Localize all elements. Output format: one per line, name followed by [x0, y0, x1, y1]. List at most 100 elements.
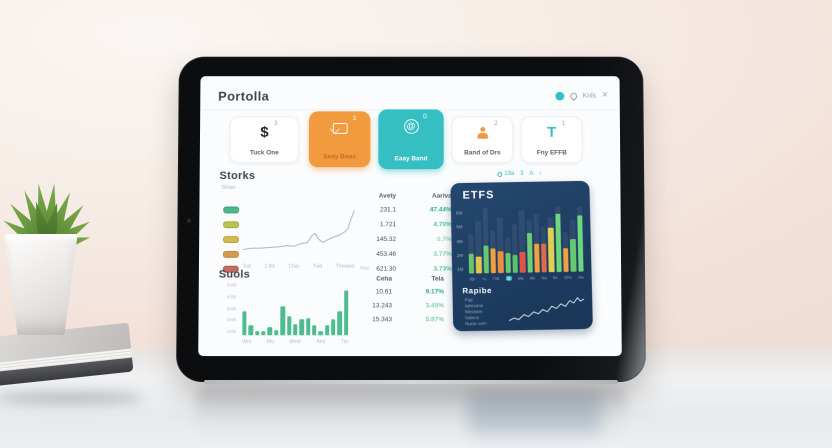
- plant-pot: [4, 234, 78, 335]
- chart-bar: [331, 319, 336, 336]
- axis-label: Char: [288, 263, 300, 270]
- chart-bar: [324, 325, 330, 336]
- chart-bar: [555, 213, 562, 273]
- suols-row[interactable]: 15.343 5.87%: [348, 312, 444, 326]
- column-header-value: Avety: [378, 192, 397, 200]
- pin-icon[interactable]: [568, 90, 579, 101]
- axis-label: 1M: [456, 266, 464, 272]
- summary-card-fny-effb[interactable]: 1 Fny EFFB: [520, 116, 583, 164]
- suols-change: 5.87%: [425, 315, 444, 323]
- avatar[interactable]: [554, 91, 564, 101]
- summary-card-eaay-band[interactable]: G Eaay Band: [378, 109, 444, 170]
- chart-bar: [261, 330, 266, 336]
- card-label: Band of Drs: [464, 149, 501, 157]
- stock-row[interactable]: 1.721 4.70%: [223, 217, 452, 232]
- tablet-reflection: [196, 386, 626, 444]
- card-label: Seay Boas: [323, 153, 356, 161]
- suols-row[interactable]: 13.243 3.45%: [348, 298, 444, 312]
- suols-value: 13.243: [372, 301, 393, 309]
- summary-card-band-of-drs[interactable]: 2 Band of Drs: [451, 116, 514, 164]
- card-label: Eaay Band: [394, 155, 428, 163]
- axis-label: 1 Bd: [264, 263, 275, 270]
- stock-row[interactable]: 231.1 47.44%: [223, 203, 452, 218]
- close-icon[interactable]: ×: [601, 89, 608, 101]
- suols-x-axis: Wm Mu Mmd Aml Tm: [242, 339, 348, 345]
- chart-bar: [468, 253, 475, 274]
- axis-label: 300k: [226, 305, 237, 311]
- etfs-x-axis: 3Br Tu 736 Jk Ma Me Na 84 10% Ma: [469, 275, 584, 282]
- etfs-sub-title: Rapibe: [462, 286, 493, 296]
- stock-change: 47.44%: [429, 206, 452, 214]
- chart-bar: [254, 330, 260, 336]
- suols-row[interactable]: 10.61 9.17%: [348, 285, 444, 299]
- axis-label: 84: [552, 275, 558, 281]
- stock-change: 0.7%: [437, 236, 452, 244]
- axis-label: Na: [541, 275, 547, 281]
- chart-bar: [497, 250, 504, 274]
- panel-reflection: [468, 390, 602, 434]
- axis-label: 10%: [563, 274, 572, 280]
- suols-table-header: Ceha Tela: [348, 273, 444, 285]
- etfs-y-axis: 6M 5M 4M 2M 1M: [456, 210, 463, 271]
- axis-label: Me: [529, 275, 536, 281]
- book-shadow: [0, 392, 144, 404]
- toolbar-item[interactable]: 3: [520, 171, 524, 178]
- clock-icon: [497, 171, 503, 177]
- suols-y-axis: 500k 400k 300k 200k 100k: [218, 283, 237, 335]
- stock-row[interactable]: 453.46 3.77%: [222, 247, 452, 262]
- toolbar-item[interactable]: ›: [539, 171, 542, 178]
- suols-section-title: Suols: [218, 268, 251, 281]
- axis-label: Mmd: [289, 339, 301, 346]
- ticker-badge: [222, 250, 239, 258]
- card-label: Fny EFFB: [536, 149, 567, 157]
- axis-label: Jk: [505, 275, 512, 281]
- header-link[interactable]: Knls: [582, 92, 597, 100]
- etfs-sub-legend: Pag Iqhesane Wesham Sabirst Nurav sein: [465, 297, 487, 327]
- column-header-change: Tela: [431, 275, 444, 283]
- chart-bar: [476, 256, 482, 274]
- chart-bar: [299, 319, 304, 336]
- chart-bar: [242, 311, 247, 336]
- stock-value: 1.721: [379, 221, 397, 229]
- etfs-title: ETFS: [462, 189, 495, 202]
- axis-label: Ma: [517, 275, 524, 281]
- at-circle-icon: [403, 118, 419, 134]
- chart-bar: [337, 311, 342, 336]
- toolbar-item[interactable]: A: [529, 171, 534, 178]
- card-label: Tuck One: [249, 149, 279, 157]
- axis-label: 100k: [226, 329, 237, 335]
- mail-icon: [332, 122, 348, 134]
- stock-change: 4.70%: [433, 221, 452, 229]
- app-header: Portolla Knls ×: [218, 84, 608, 107]
- chart-bar: [248, 325, 254, 336]
- etfs-sub-line-chart: [508, 291, 584, 324]
- letter-t-icon: [547, 124, 556, 142]
- ticker-badge: [223, 206, 240, 214]
- chart-bar: [318, 330, 323, 336]
- suols-table: Ceha Tela 10.61 9.17% 13.243 3.45% 15.343 5.8…: [348, 273, 444, 327]
- chart-bar: [274, 329, 279, 336]
- suols-bar-chart: [242, 282, 349, 337]
- axis-label: Tu: [481, 276, 487, 282]
- chart-bar: [512, 255, 519, 273]
- person-icon: [476, 127, 489, 139]
- axis-label: Tm: [340, 339, 349, 346]
- stocks-x-axis: Tod 1 Bd Char Twd Thmand: [243, 264, 355, 270]
- axis-label: 6M: [455, 210, 463, 216]
- page-title: Portolla: [218, 88, 270, 104]
- axis-label: Wm: [242, 339, 252, 346]
- succulent-plant: [0, 136, 106, 248]
- stocks-table-header: Avety Aariva: [223, 190, 452, 203]
- axis-label: Aml: [316, 339, 326, 346]
- toolbar-item[interactable]: 19a: [497, 171, 514, 177]
- stock-change: 3.73%: [433, 265, 452, 273]
- card-badge: 2: [494, 121, 498, 127]
- chart-bar: [286, 316, 292, 336]
- stock-row[interactable]: 145.32 0.7%: [223, 232, 452, 247]
- axis-label: Thmand: [335, 263, 355, 270]
- chart-bar: [483, 245, 489, 274]
- card-badge: 1: [561, 121, 566, 127]
- summary-card-seay-boas[interactable]: 3 Seay Boas: [308, 111, 371, 168]
- summary-card-tuck-one[interactable]: 3 Tuck One: [229, 116, 300, 164]
- stock-change: 3.77%: [433, 250, 452, 258]
